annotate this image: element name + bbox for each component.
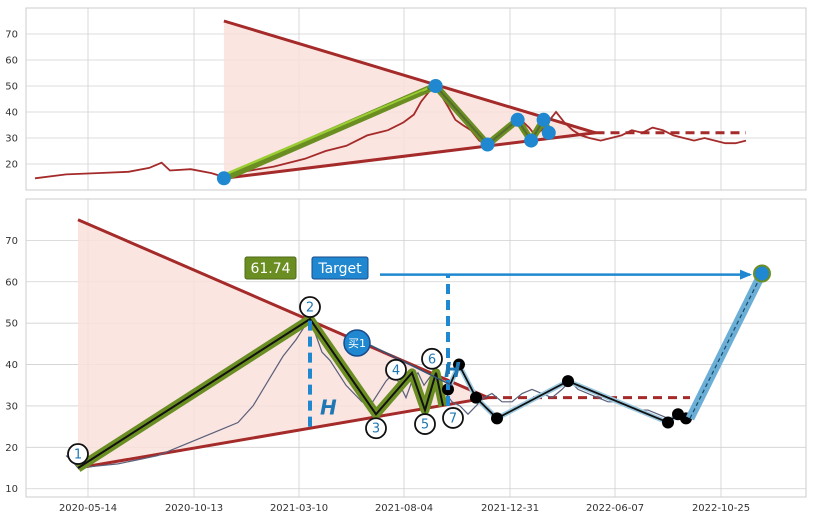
top-y-tick-label: 50	[5, 82, 18, 93]
bottom-projection-point	[491, 412, 503, 425]
top-y-tick-label: 60	[5, 56, 18, 67]
top-y-tick-label: 30	[5, 134, 18, 145]
bottom-x-tick-label: 2021-03-10	[270, 503, 328, 514]
bottom-projection-point	[562, 375, 574, 388]
wave-number-label: 2	[306, 301, 314, 316]
bottom-x-tick-label: 2021-08-04	[375, 503, 433, 514]
wave-number-label: 4	[392, 363, 400, 378]
target-label-badge	[311, 256, 369, 280]
bottom-y-tick-label: 50	[5, 319, 18, 330]
wave-number-circle	[299, 296, 321, 318]
bottom-y-tick-label: 10	[5, 484, 18, 495]
top-parallel-arrow-line	[227, 87, 428, 175]
bottom-projection-point	[453, 358, 465, 371]
target-value-badge	[244, 256, 297, 280]
wave-number-circle	[365, 417, 387, 440]
bottom-projection-point	[470, 391, 482, 404]
bottom-y-tick-label: 20	[5, 443, 18, 454]
wave-number-circle	[414, 413, 436, 435]
top-parallel-arrow-line-2	[223, 91, 424, 180]
bottom-x-tick-label: 2020-10-13	[165, 503, 223, 514]
top-chart-panel: 20 30 40 50 60 70	[5, 7, 807, 191]
wave-number-circle	[421, 347, 443, 370]
bottom-triangle-lower-line	[77, 396, 489, 470]
wave-number-label: 7	[449, 411, 457, 426]
buy-marker-label: 买1	[348, 337, 366, 350]
buy-marker-circle	[343, 329, 371, 357]
top-y-tick-label: 20	[5, 160, 18, 171]
bottom-x-tick-label: 2020-05-14	[59, 503, 117, 514]
target-value-text: 61.74	[250, 261, 290, 277]
bottom-y-tick-label: 60	[5, 277, 18, 288]
bottom-x-tick-label: 2022-06-07	[586, 503, 644, 514]
bottom-x-tick-label: 2022-10-25	[692, 503, 750, 514]
wave-number-label: 5	[421, 418, 429, 433]
bottom-wave-zigzag-inner	[77, 317, 444, 469]
wave-number-circle	[67, 443, 89, 465]
bottom-target-point	[753, 264, 771, 283]
top-y-tick-label: 40	[5, 108, 18, 119]
top-pattern-point-marker	[536, 112, 551, 127]
wave-number-label: 6	[428, 352, 436, 367]
top-pattern-point-marker	[480, 137, 495, 152]
wave-number-circle	[385, 358, 407, 381]
h-label: H	[320, 395, 337, 419]
wave-number-circle	[442, 407, 464, 429]
buy-pointer-line	[369, 344, 453, 387]
bottom-target-leg-inner	[689, 273, 763, 419]
top-pattern-point-marker	[541, 125, 556, 140]
bottom-triangle-upper-line	[77, 218, 489, 400]
bottom-y-tick-label: 30	[5, 401, 18, 412]
wave-number-label: 3	[372, 422, 380, 437]
bottom-y-tick-label: 40	[5, 360, 18, 371]
h-label-2: H	[444, 358, 461, 382]
top-y-tick-label: 70	[5, 30, 18, 41]
bottom-chart-panel: 2020-05-14 2020-10-13 2021-03-10 2021-08-04…	[5, 198, 807, 514]
top-triangle-upper-line	[223, 19, 596, 135]
top-pattern-point-marker	[510, 112, 525, 127]
top-pattern-point-marker	[524, 133, 539, 148]
target-arrow-head	[740, 269, 752, 280]
target-label-text: Target	[317, 261, 362, 277]
top-pattern-point-marker	[216, 171, 231, 186]
bottom-x-tick-label: 2021-12-31	[481, 503, 539, 514]
top-pattern-point-marker	[428, 79, 443, 93]
bottom-y-tick-label: 70	[5, 236, 18, 247]
wave-number-label: 1	[74, 448, 82, 463]
bottom-projection-point	[662, 416, 674, 429]
